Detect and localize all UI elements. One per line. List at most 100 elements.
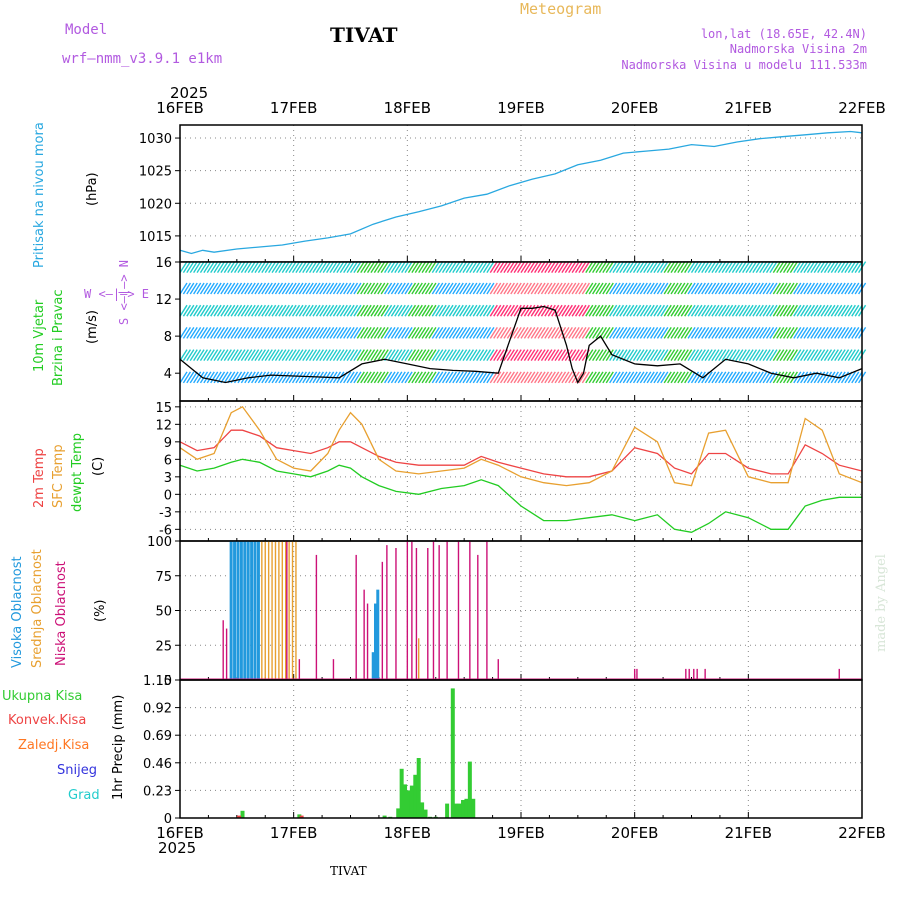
wind-barb [707, 327, 717, 339]
wind-barb [493, 371, 502, 384]
wind-barb [360, 327, 369, 339]
tick-label: 6 [164, 453, 172, 468]
wind-barb [629, 304, 638, 317]
wind-barb [687, 371, 696, 384]
wind-barb [244, 304, 253, 317]
wind-barb [349, 371, 359, 384]
wind-barb [387, 261, 396, 274]
cloud-mid-label: Srednja Oblacnost [30, 549, 45, 668]
wind-barb [441, 304, 451, 317]
wind-barb [782, 371, 792, 384]
wind-barb [660, 327, 669, 339]
wind-barb [612, 261, 621, 274]
wind-barb [527, 282, 536, 295]
wind-barb [346, 304, 355, 317]
wind-barb [694, 261, 703, 274]
wind-barb [373, 261, 382, 274]
wind-barb [840, 261, 850, 274]
wind-barb [697, 349, 706, 362]
y-ticks: 1015 1020 1025 1030 [139, 125, 862, 262]
panel-pressure: 1015 1020 1025 1030 [139, 124, 863, 263]
wind-barb [322, 261, 331, 274]
wind-barb [281, 349, 290, 362]
wind-barb [609, 327, 618, 339]
wind-barb [830, 327, 839, 339]
wind-barb [742, 304, 751, 317]
wind-barb [619, 371, 628, 384]
wind-barb [370, 327, 379, 339]
wind-barb [684, 304, 693, 317]
wind-barb [244, 261, 253, 274]
top-date-label: 17FEB [270, 99, 317, 117]
wind-barb [776, 349, 785, 362]
wind-barb [210, 327, 219, 339]
wind-barb [274, 327, 284, 339]
wind-barb [643, 304, 652, 317]
wind-barb [684, 261, 693, 274]
wind-barb [390, 371, 400, 384]
wind-barb [469, 371, 478, 384]
wind-barb [298, 304, 307, 317]
wind-barb [397, 349, 406, 362]
wind-barb [578, 261, 587, 274]
wind-barb [568, 261, 577, 274]
wind-barb [721, 327, 730, 339]
wind-barb [230, 282, 239, 295]
wind-barb [735, 261, 744, 274]
precip-bar-total [240, 810, 245, 818]
wind-barb [649, 282, 659, 295]
precip-bar-total [420, 802, 425, 818]
wind-barb [772, 327, 781, 339]
wind-barb [233, 304, 243, 317]
wind-barb [564, 371, 573, 384]
wind-barb [626, 371, 635, 384]
wind-barb [251, 261, 260, 274]
wind-barb [401, 261, 410, 274]
wind-barb [762, 371, 771, 384]
wind-barb [349, 261, 359, 274]
wind-barb [806, 327, 816, 339]
wind-barb [435, 327, 444, 339]
wind-barb [329, 349, 338, 362]
wind-barb [800, 261, 809, 274]
wind-barb [602, 371, 611, 384]
wind-barb [326, 282, 335, 295]
wind-barb [210, 261, 219, 274]
wind-barb [547, 327, 556, 339]
wind-barb [346, 261, 355, 274]
wind-barb [516, 349, 526, 362]
wind-barb [479, 304, 488, 317]
wind-barb [315, 261, 324, 274]
tick-label: 25 [155, 639, 172, 654]
panel-cloud: 0 25 50 75 100 [147, 535, 863, 689]
wind-barb [731, 371, 741, 384]
wind-barb [557, 282, 567, 295]
tick-label: 50 [155, 605, 172, 620]
tick-label: 100 [147, 535, 172, 550]
wind-barb [240, 261, 249, 274]
wind-barb [482, 371, 492, 384]
wind-barb [380, 261, 389, 274]
wind-barb [486, 261, 495, 274]
wind-barb [401, 349, 410, 362]
wind-barb [336, 261, 345, 274]
wind-barb [336, 282, 345, 295]
wind-barb [397, 327, 406, 339]
wind-barb [278, 261, 287, 274]
wind-barb [646, 282, 655, 295]
wind-barb [602, 304, 611, 317]
bottom-date-label: 21FEB [725, 824, 772, 842]
wind-barb [213, 349, 222, 362]
wind-barb [377, 282, 386, 295]
wind-barb [820, 371, 829, 384]
wind-barb [493, 282, 502, 295]
wind-barb [786, 304, 795, 317]
wind-barb [779, 327, 788, 339]
wind-barb [820, 349, 829, 362]
wind-barb [472, 349, 481, 362]
wind-barb [479, 282, 488, 295]
wind-barb [776, 371, 785, 384]
wind-barb [186, 371, 195, 384]
wind-barb [817, 261, 826, 274]
